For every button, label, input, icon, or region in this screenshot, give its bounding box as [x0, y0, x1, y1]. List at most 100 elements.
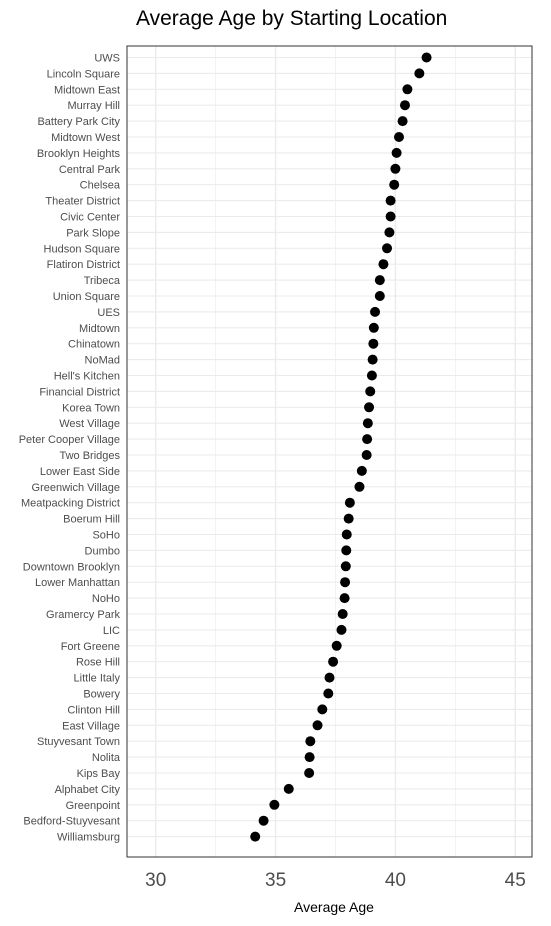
data-point — [374, 291, 385, 301]
y-tick-label: Midtown West — [51, 132, 120, 144]
y-tick-label: Bedford-Stuyvesant — [23, 816, 120, 828]
y-tick-label: Battery Park City — [37, 116, 120, 128]
y-tick-label: Hudson Square — [44, 243, 120, 255]
y-tick-label: Peter Cooper Village — [19, 434, 120, 446]
y-tick-label: Williamsburg — [57, 832, 120, 844]
y-tick-label: Greenwich Village — [32, 482, 120, 494]
y-tick-label: Lower East Side — [40, 466, 120, 478]
y-tick-label: Theater District — [45, 196, 120, 208]
data-point — [339, 593, 350, 604]
data-point — [324, 672, 335, 683]
data-point — [361, 450, 372, 460]
y-tick-label: Greenpoint — [66, 800, 120, 812]
data-point — [397, 116, 408, 127]
y-tick-label: Little Italy — [74, 673, 121, 685]
data-point — [362, 434, 373, 445]
x-tick-label: 35 — [265, 870, 286, 891]
y-tick-label: Central Park — [59, 164, 121, 176]
data-point — [269, 799, 280, 810]
data-point — [340, 577, 351, 588]
data-point — [336, 624, 347, 635]
data-point — [337, 609, 348, 619]
y-tick-label: NoHo — [92, 593, 120, 605]
x-tick-label: 30 — [145, 870, 166, 891]
data-point — [368, 338, 379, 349]
data-point — [343, 513, 354, 524]
y-tick-label: Park Slope — [66, 227, 120, 239]
data-point — [250, 831, 261, 842]
y-tick-label: Fort Greene — [61, 641, 120, 653]
y-tick-label: UWS — [94, 53, 120, 65]
data-point — [283, 783, 294, 794]
data-point — [344, 497, 355, 508]
data-point — [341, 529, 352, 540]
y-tick-label: Lincoln Square — [47, 68, 120, 80]
data-point — [384, 227, 395, 238]
data-point — [328, 656, 339, 667]
data-point — [258, 815, 269, 826]
panel-border — [126, 45, 533, 858]
data-point — [323, 688, 334, 699]
y-tick-label: Dumbo — [85, 545, 120, 557]
y-tick-labels: UWS Lincoln Square Midtown East Murray Hill… — [19, 53, 121, 844]
y-tick-label: Clinton Hill — [67, 704, 120, 716]
data-point — [367, 354, 378, 365]
data-point — [366, 370, 377, 381]
data-point — [390, 163, 401, 174]
data-point — [304, 768, 315, 778]
x-axis-label: Average Age — [294, 899, 374, 915]
y-tick-label: Kips Bay — [77, 768, 121, 780]
data-point — [391, 147, 402, 158]
y-tick-label: Gramercy Park — [46, 609, 120, 621]
data-point — [356, 465, 367, 476]
data-point — [368, 322, 379, 333]
y-tick-label: Midtown — [79, 323, 120, 335]
y-tick-label: Rose Hill — [76, 657, 120, 669]
data-point — [389, 179, 400, 190]
data-point — [304, 752, 315, 763]
x-tick-label: 40 — [385, 870, 406, 891]
data-point — [393, 132, 404, 142]
data-point — [399, 100, 410, 111]
data-point — [378, 259, 389, 270]
y-tick-label: Midtown East — [54, 84, 120, 96]
y-tick-label: SoHo — [92, 530, 120, 542]
y-tick-label: Flatiron District — [47, 259, 120, 271]
y-tick-label: Union Square — [53, 291, 120, 303]
y-tick-label: Nolita — [92, 752, 121, 764]
data-point — [414, 68, 425, 79]
data-point — [331, 640, 342, 651]
y-tick-label: Stuyvesant Town — [37, 736, 120, 748]
data-point — [365, 386, 376, 397]
data-point — [421, 52, 432, 63]
y-tick-label: UES — [97, 307, 120, 319]
y-tick-label: Boerum Hill — [63, 514, 120, 526]
y-tick-label: Financial District — [39, 386, 120, 398]
y-tick-label: West Village — [59, 418, 120, 430]
y-tick-label: Downtown Brooklyn — [23, 561, 120, 573]
data-point — [385, 211, 396, 222]
x-tick-labels: 30 35 40 45 — [145, 870, 526, 891]
y-tick-label: LIC — [103, 625, 120, 637]
y-tick-label: Hell's Kitchen — [54, 371, 120, 383]
x-tick-label: 45 — [505, 870, 526, 891]
data-point — [385, 195, 396, 206]
y-tick-label: NoMad — [85, 355, 120, 367]
data-point — [340, 561, 351, 572]
chart-title: Average Age by Starting Location — [136, 7, 447, 30]
y-tick-label: Alphabet City — [55, 784, 121, 796]
data-point — [305, 736, 316, 747]
data-point — [317, 704, 328, 715]
y-tick-label: Murray Hill — [67, 100, 120, 112]
y-tick-label: East Village — [62, 720, 120, 732]
data-point — [402, 84, 413, 95]
grid — [127, 46, 532, 857]
data-points — [250, 52, 432, 842]
data-point — [362, 418, 373, 429]
data-point — [364, 402, 375, 413]
y-tick-label: Chelsea — [80, 180, 121, 192]
data-point — [382, 243, 393, 254]
y-tick-label: Meatpacking District — [21, 498, 120, 510]
data-point — [370, 306, 381, 317]
